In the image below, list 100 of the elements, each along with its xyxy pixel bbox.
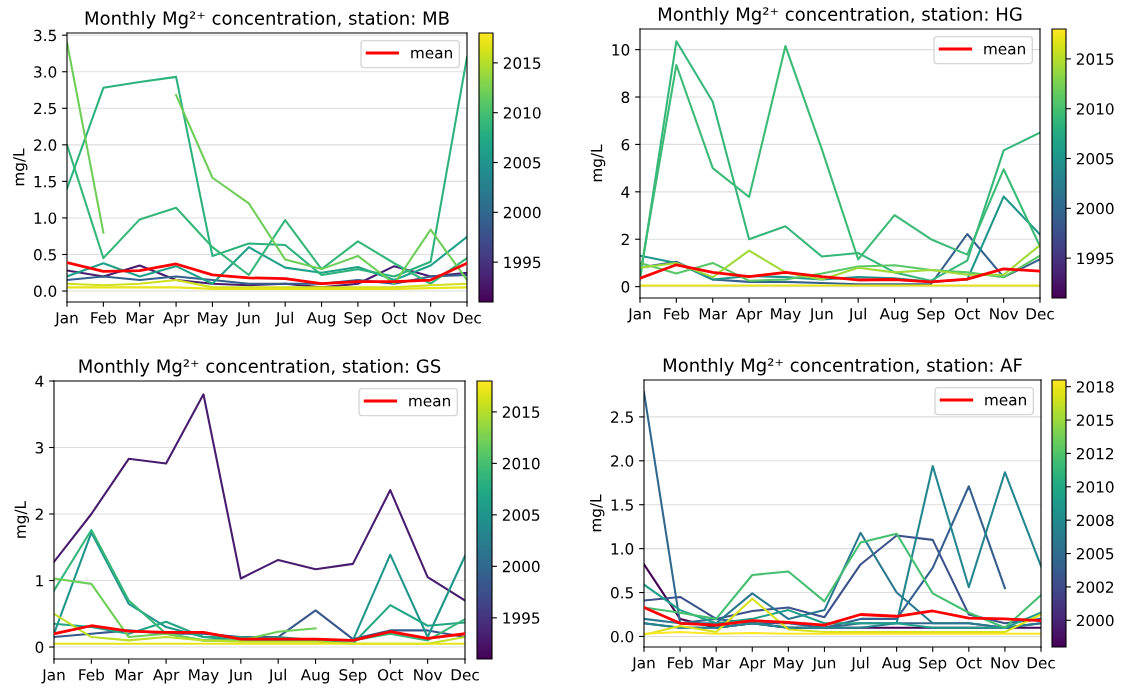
legend-label: mean (409, 397, 450, 407)
color-bar-label: 2015 (503, 57, 541, 69)
color-bar-label: 1995 (504, 256, 541, 269)
y-tick-label: 2.5 (34, 102, 56, 115)
color-bar-label: 2002 (1076, 581, 1114, 593)
y-tick-label: 2.5 (611, 411, 633, 423)
x-tick-label: Jun (811, 657, 836, 672)
y-tick-label: 2.0 (611, 455, 634, 467)
chart-title: Monthly Mg²⁺ concentration, station: GS (79, 358, 441, 377)
chart-title: Monthly Mg²⁺ concentration, station: HG (658, 6, 1022, 25)
x-tick-label: Oct (381, 311, 408, 324)
x-tick-label: Apr (735, 308, 763, 323)
x-tick-label: Mar (703, 657, 731, 669)
color-bar-label: 2005 (503, 156, 541, 169)
x-tick-label: Feb (79, 668, 105, 681)
color-bar-label: 2012 (1076, 447, 1114, 460)
y-axis-title: mg/L (590, 144, 606, 182)
y-tick-label: 0 (35, 641, 44, 654)
chart-title: Monthly Mg²⁺ concentration, station: AF (663, 357, 1022, 376)
y-tick-label: 0.0 (610, 630, 634, 643)
y-tick-label: 2 (35, 508, 43, 520)
color-bar-label: 1995 (1077, 252, 1114, 265)
color-bar-label: 2005 (1076, 152, 1114, 165)
color-bar-label: 1995 (503, 612, 540, 624)
x-tick-label: Aug (881, 657, 911, 672)
x-tick-label: Jul (848, 307, 866, 323)
x-tick-label: Aug (306, 312, 336, 327)
y-axis-title: mg/L (14, 500, 29, 538)
x-tick-label: Dec (453, 312, 481, 324)
x-tick-label: Jan (54, 312, 78, 327)
y-tick-label: 8 (621, 91, 630, 104)
x-tick-label: Apr (152, 669, 180, 684)
y-tick-label: 2.0 (34, 139, 57, 151)
x-tick-label: May (198, 312, 228, 327)
x-tick-label: Aug (300, 669, 330, 684)
color-bar-label: 2010 (502, 457, 540, 470)
x-tick-label: Jul (268, 668, 286, 684)
y-tick-label: 10 (612, 44, 630, 56)
x-tick-label: Nov (414, 669, 443, 681)
y-tick-label: 3 (35, 441, 44, 454)
y-tick-label: 0.0 (33, 285, 57, 298)
x-tick-label: Oct (954, 307, 981, 320)
legend-label: mean (984, 45, 1025, 55)
y-tick-label: 4 (35, 375, 44, 387)
x-tick-label: Oct (956, 656, 982, 669)
x-tick-label: May (771, 308, 801, 323)
x-tick-label: Mar (126, 312, 155, 324)
y-tick-label: 0.5 (33, 248, 56, 261)
x-tick-label: Nov (417, 312, 446, 324)
color-bar-label: 2000 (502, 560, 540, 573)
x-tick-label: Nov (990, 308, 1019, 320)
x-tick-label: Aug (879, 308, 909, 323)
color-bar-label: 2000 (503, 206, 541, 219)
color-bar-label: 2015 (1076, 414, 1114, 427)
y-tick-label: 0 (621, 281, 630, 293)
x-tick-label: Sep (919, 656, 947, 672)
x-tick-label: Jan (41, 669, 65, 684)
x-tick-label: Sep (339, 668, 367, 684)
color-bar-label: 2010 (503, 107, 541, 119)
color-bar-label: 2000 (1076, 614, 1114, 627)
y-tick-label: 1.5 (611, 499, 633, 511)
color-bar-label: 2010 (1076, 481, 1114, 493)
color-bar-label: 2008 (1076, 514, 1114, 527)
x-tick-label: Dec (451, 669, 479, 681)
x-tick-label: Sep (917, 307, 945, 323)
y-tick-label: 4 (621, 186, 630, 198)
x-tick-label: Sep (344, 311, 372, 327)
color-bar-label: 2018 (1076, 381, 1114, 393)
x-tick-label: Dec (1026, 308, 1054, 320)
y-tick-label: 2 (621, 233, 629, 246)
x-tick-label: Feb (664, 307, 690, 320)
color-bar-label: 2005 (1076, 548, 1114, 560)
y-tick-label: 1.0 (34, 212, 57, 224)
x-tick-label: Jan (627, 308, 651, 323)
legend-label: mean (411, 49, 452, 59)
x-tick-label: Jun (236, 312, 260, 327)
x-tick-label: Feb (91, 311, 117, 324)
x-tick-label: Feb (668, 656, 693, 669)
x-tick-label: Nov (991, 657, 1020, 669)
x-tick-label: Mar (699, 308, 728, 320)
y-tick-label: 1.5 (34, 176, 56, 188)
y-axis-title: mg/L (13, 148, 28, 186)
x-tick-label: Jan (631, 657, 655, 672)
x-tick-label: Mar (115, 669, 144, 681)
x-tick-label: Apr (162, 312, 190, 327)
x-tick-label: Apr (739, 657, 766, 672)
y-tick-label: 1.0 (611, 543, 634, 555)
x-tick-label: Oct (377, 668, 404, 681)
x-tick-label: May (189, 669, 219, 684)
x-tick-label: Jul (850, 656, 869, 672)
x-tick-label: Jun (809, 308, 833, 323)
legend-label: mean (985, 396, 1026, 406)
y-axis-title: mg/L (590, 494, 605, 532)
y-tick-label: 3.0 (34, 66, 57, 78)
x-tick-label: Jul (275, 311, 293, 327)
chart-title: Monthly Mg²⁺ concentration, station: MB (85, 10, 449, 29)
color-bar-label: 2010 (1076, 103, 1114, 115)
color-bar-label: 2000 (1076, 202, 1114, 215)
x-tick-label: Jun (228, 669, 252, 684)
color-bar-label: 2005 (502, 509, 540, 521)
